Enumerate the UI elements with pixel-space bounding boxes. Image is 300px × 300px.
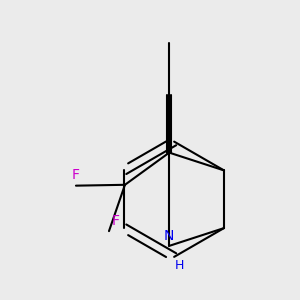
Text: F: F — [72, 168, 80, 182]
Text: H: H — [175, 259, 184, 272]
Text: N: N — [164, 229, 174, 243]
Text: F: F — [112, 214, 120, 228]
